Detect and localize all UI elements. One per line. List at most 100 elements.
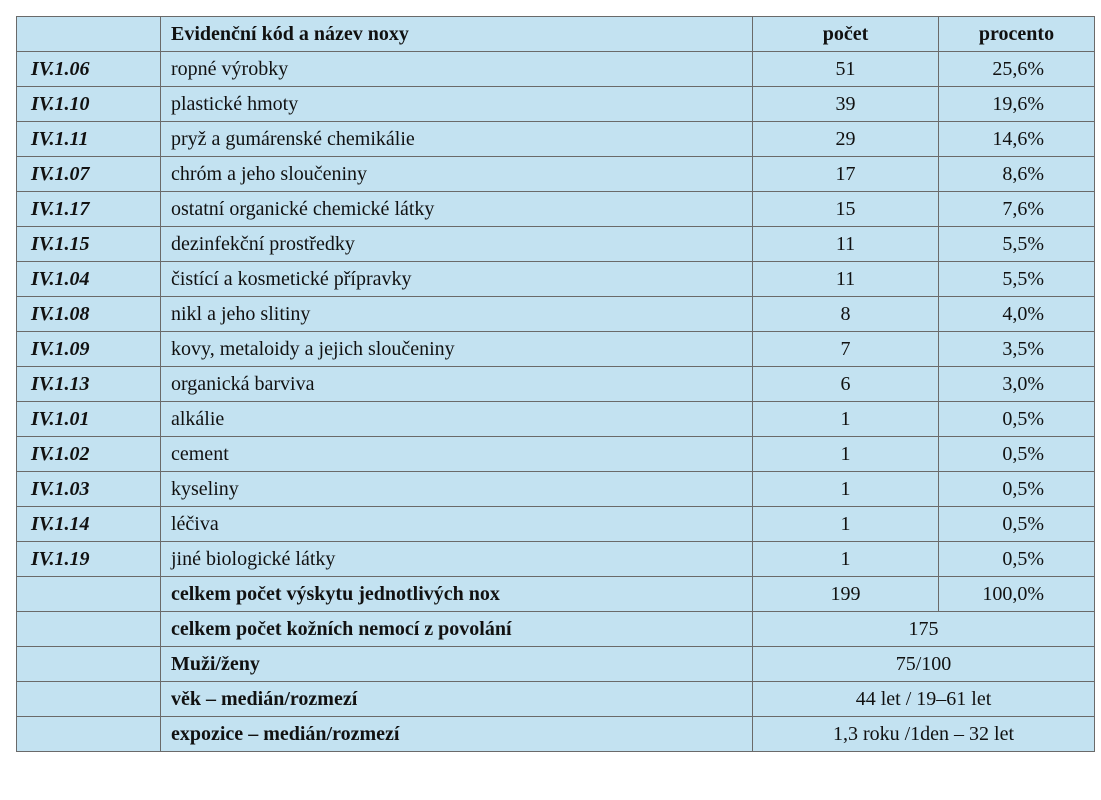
row-percent: 8,6%: [938, 156, 1095, 192]
row-percent: 14,6%: [938, 121, 1095, 157]
table-row: IV.1.08 nikl a jeho slitiny 8 4,0%: [16, 296, 1095, 332]
summary-empty-cell: [16, 716, 161, 752]
row-count: 1: [752, 471, 939, 507]
row-percent: 3,5%: [938, 331, 1095, 367]
header-code: [16, 16, 161, 52]
table-row: IV.1.11 pryž a gumárenské chemikálie 29 14,…: [16, 121, 1095, 157]
table-row: IV.1.10 plastické hmoty 39 19,6%: [16, 86, 1095, 122]
row-name: organická barviva: [160, 366, 753, 402]
row-percent: 0,5%: [938, 436, 1095, 472]
summary-row-age: věk – medián/rozmezí 44 let / 19–61 let: [16, 681, 1095, 717]
table-row: IV.1.14 léčiva 1 0,5%: [16, 506, 1095, 542]
summary-percent: 100,0%: [938, 576, 1095, 612]
row-name: chróm a jeho sloučeniny: [160, 156, 753, 192]
summary-row-total-diseases: celkem počet kožních nemocí z povolání 1…: [16, 611, 1095, 647]
summary-empty-cell: [16, 646, 161, 682]
table-row: IV.1.13 organická barviva 6 3,0%: [16, 366, 1095, 402]
summary-label: celkem počet výskytu jednotlivých nox: [160, 576, 753, 612]
row-name: kovy, metaloidy a jejich sloučeniny: [160, 331, 753, 367]
row-percent: 0,5%: [938, 541, 1095, 577]
header-count: počet: [752, 16, 939, 52]
summary-value: 75/100: [752, 646, 1095, 682]
row-percent: 5,5%: [938, 226, 1095, 262]
row-code: IV.1.02: [16, 436, 161, 472]
row-code: IV.1.11: [16, 121, 161, 157]
row-percent: 25,6%: [938, 51, 1095, 87]
row-count: 11: [752, 261, 939, 297]
summary-value: 1,3 roku /1den – 32 let: [752, 716, 1095, 752]
row-code: IV.1.19: [16, 541, 161, 577]
row-code: IV.1.01: [16, 401, 161, 437]
summary-empty-cell: [16, 611, 161, 647]
table-row: IV.1.04 čistící a kosmetické přípravky 11 5…: [16, 261, 1095, 297]
summary-empty-cell: [16, 576, 161, 612]
row-code: IV.1.17: [16, 191, 161, 227]
row-percent: 4,0%: [938, 296, 1095, 332]
table-row: IV.1.19 jiné biologické látky 1 0,5%: [16, 541, 1095, 577]
row-code: IV.1.06: [16, 51, 161, 87]
row-count: 1: [752, 436, 939, 472]
row-code: IV.1.07: [16, 156, 161, 192]
row-name: jiné biologické látky: [160, 541, 753, 577]
summary-row-total-nox: celkem počet výskytu jednotlivých nox 19…: [16, 576, 1095, 612]
row-percent: 19,6%: [938, 86, 1095, 122]
row-code: IV.1.15: [16, 226, 161, 262]
row-name: čistící a kosmetické přípravky: [160, 261, 753, 297]
row-code: IV.1.08: [16, 296, 161, 332]
summary-value: 44 let / 19–61 let: [752, 681, 1095, 717]
table-row: IV.1.09 kovy, metaloidy a jejich sloučeni…: [16, 331, 1095, 367]
row-count: 39: [752, 86, 939, 122]
row-name: plastické hmoty: [160, 86, 753, 122]
summary-row-exposure: expozice – medián/rozmezí 1,3 roku /1den…: [16, 716, 1095, 752]
row-code: IV.1.14: [16, 506, 161, 542]
row-count: 51: [752, 51, 939, 87]
summary-label: Muži/ženy: [160, 646, 753, 682]
row-percent: 0,5%: [938, 471, 1095, 507]
row-percent: 0,5%: [938, 506, 1095, 542]
row-code: IV.1.13: [16, 366, 161, 402]
table-row: IV.1.17 ostatní organické chemické látky 1…: [16, 191, 1095, 227]
table-row: IV.1.15 dezinfekční prostředky 11 5,5%: [16, 226, 1095, 262]
row-name: kyseliny: [160, 471, 753, 507]
nox-table-container: Evidenční kód a název noxy počet procent…: [16, 16, 1095, 752]
row-name: pryž a gumárenské chemikálie: [160, 121, 753, 157]
row-name: alkálie: [160, 401, 753, 437]
header-percent: procento: [938, 16, 1095, 52]
row-count: 7: [752, 331, 939, 367]
table-row: IV.1.07 chróm a jeho sloučeniny 17 8,6%: [16, 156, 1095, 192]
row-name: léčiva: [160, 506, 753, 542]
row-code: IV.1.03: [16, 471, 161, 507]
row-count: 8: [752, 296, 939, 332]
row-percent: 0,5%: [938, 401, 1095, 437]
row-percent: 3,0%: [938, 366, 1095, 402]
row-code: IV.1.09: [16, 331, 161, 367]
row-count: 17: [752, 156, 939, 192]
row-count: 29: [752, 121, 939, 157]
summary-count: 199: [752, 576, 939, 612]
row-name: cement: [160, 436, 753, 472]
row-count: 11: [752, 226, 939, 262]
nox-table: Evidenční kód a název noxy počet procent…: [16, 16, 1095, 752]
table-row: IV.1.02 cement 1 0,5%: [16, 436, 1095, 472]
row-count: 1: [752, 506, 939, 542]
row-percent: 5,5%: [938, 261, 1095, 297]
row-count: 1: [752, 401, 939, 437]
row-code: IV.1.10: [16, 86, 161, 122]
row-name: ostatní organické chemické látky: [160, 191, 753, 227]
summary-label: expozice – medián/rozmezí: [160, 716, 753, 752]
header-row: Evidenční kód a název noxy počet procent…: [16, 16, 1095, 52]
table-row: IV.1.01 alkálie 1 0,5%: [16, 401, 1095, 437]
summary-body: celkem počet výskytu jednotlivých nox 19…: [16, 576, 1095, 752]
table-row: IV.1.06 ropné výrobky 51 25,6%: [16, 51, 1095, 87]
table-row: IV.1.03 kyseliny 1 0,5%: [16, 471, 1095, 507]
row-name: nikl a jeho slitiny: [160, 296, 753, 332]
summary-label: celkem počet kožních nemocí z povolání: [160, 611, 753, 647]
row-count: 15: [752, 191, 939, 227]
row-code: IV.1.04: [16, 261, 161, 297]
row-name: ropné výrobky: [160, 51, 753, 87]
summary-label: věk – medián/rozmezí: [160, 681, 753, 717]
summary-value: 175: [752, 611, 1095, 647]
row-count: 1: [752, 541, 939, 577]
header-name: Evidenční kód a název noxy: [160, 16, 753, 52]
